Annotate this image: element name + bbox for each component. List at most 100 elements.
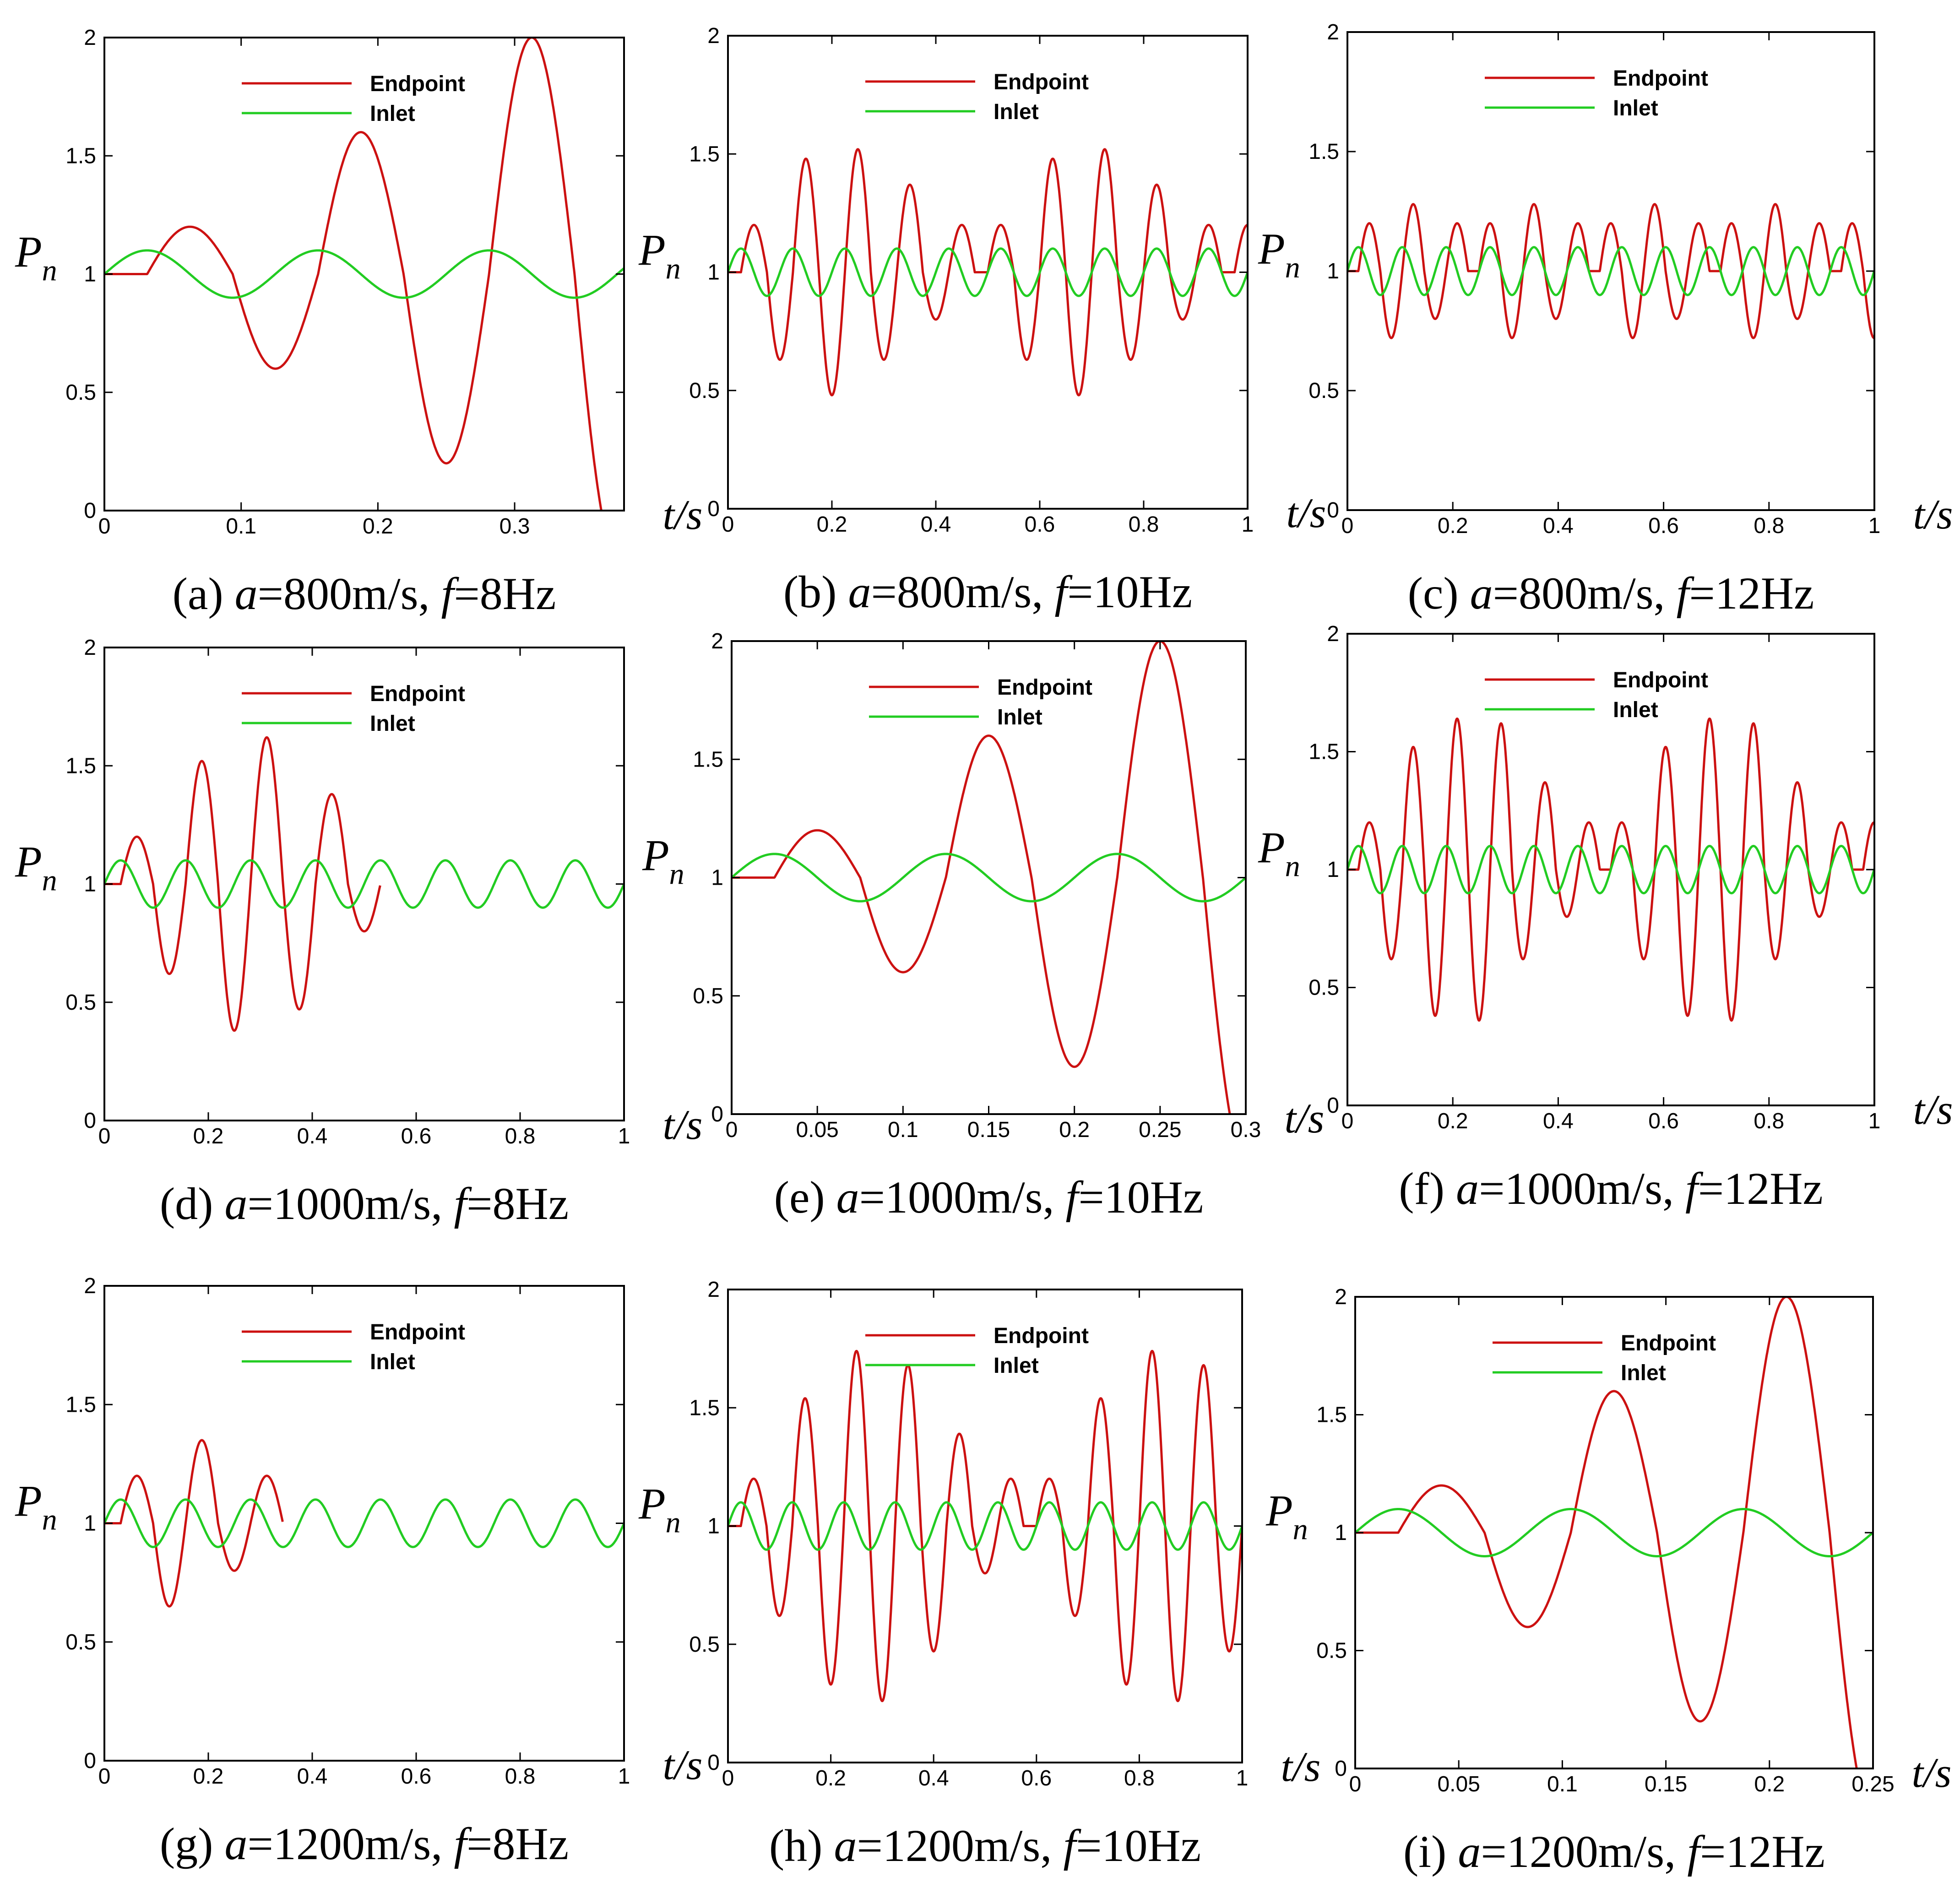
legend-label-endpoint: Endpoint: [994, 1324, 1089, 1348]
x-axis-label: t/s: [1285, 1095, 1325, 1142]
x-tick-label: 0.2: [193, 1764, 224, 1789]
y-tick-label: 1: [707, 261, 720, 285]
chart-d: 0 0.2 0.4 0.6 0.8 1 0 0.5 1 1.5 2 Pn t/s Endpoint Inle…: [15, 636, 702, 1229]
legend-label-endpoint: Endpoint: [1621, 1331, 1716, 1355]
y-tick-label: 1: [707, 1514, 720, 1539]
series-line-endpoint: [732, 641, 1231, 1114]
x-tick-label: 0.4: [1543, 514, 1574, 538]
y-tick-label: 0: [707, 497, 720, 521]
x-tick-label: 0.15: [967, 1118, 1010, 1142]
y-tick-label: 0.5: [1308, 379, 1339, 403]
y-tick-label: 0: [84, 1109, 96, 1133]
x-axis-label: t/s: [1287, 490, 1326, 536]
x-tick-label: 0.2: [1438, 1109, 1468, 1133]
x-tick-label: 0.6: [1025, 512, 1055, 537]
x-tick-label: 0.8: [1754, 1109, 1784, 1133]
x-axis-label: t/s: [1281, 1743, 1321, 1790]
y-tick-label: 0.5: [65, 990, 96, 1015]
x-tick-label: 0.8: [1754, 514, 1784, 538]
y-tick-label: 2: [84, 26, 96, 50]
y-tick-label: 1: [1327, 858, 1339, 882]
y-tick-label: 1.5: [1308, 140, 1339, 164]
x-tick-label: 0.4: [918, 1766, 949, 1790]
chart-e: 0 0.05 0.1 0.15 0.2 0.25 0.3 0 0.5 1 1.5 2 Pn t/s Endp…: [642, 629, 1324, 1223]
y-tick-label: 2: [1335, 1285, 1347, 1309]
y-tick-label: 1.5: [65, 1393, 96, 1417]
y-tick-label: 1.5: [689, 142, 720, 166]
y-tick-label: 2: [711, 629, 723, 653]
legend-label-inlet: Inlet: [370, 102, 415, 126]
chart-caption: (g) a=1200m/s, f=8Hz: [160, 1818, 569, 1869]
y-tick-label: 0.5: [1308, 976, 1339, 1000]
series-line-endpoint: [1355, 1297, 1858, 1768]
y-tick-label: 0.5: [689, 379, 720, 403]
y-tick-label: 1: [84, 872, 96, 897]
x-tick-label: 0.05: [1437, 1772, 1480, 1796]
x-tick-label: 1: [1242, 512, 1254, 537]
legend-label-endpoint: Endpoint: [1613, 66, 1708, 91]
x-tick-label: 0.6: [1648, 1109, 1679, 1133]
x-tick-label: 0.2: [817, 512, 847, 537]
x-tick-label: 0.2: [363, 514, 393, 539]
x-tick-label: 0.8: [505, 1764, 536, 1789]
y-axis-label: Pn: [1265, 1486, 1308, 1546]
x-tick-label: 0.25: [1851, 1772, 1894, 1796]
x-tick-label: 0.8: [1129, 512, 1159, 537]
y-axis-label: Pn: [642, 831, 684, 891]
legend-label-inlet: Inlet: [1621, 1361, 1666, 1385]
y-tick-label: 0.5: [1316, 1639, 1347, 1663]
series-line-inlet: [732, 853, 1246, 903]
x-axis-label: t/s: [1913, 491, 1953, 538]
y-axis-label: Pn: [15, 1477, 57, 1537]
y-tick-label: 1.5: [693, 747, 723, 772]
x-tick-label: 0.4: [297, 1764, 328, 1789]
series-line-endpoint: [104, 736, 381, 1032]
x-tick-label: 0.6: [401, 1764, 432, 1789]
x-tick-label: 0.8: [1124, 1766, 1155, 1790]
x-tick-label: 1: [1868, 514, 1881, 538]
y-axis-label: Pn: [1258, 823, 1300, 883]
y-tick-label: 2: [707, 24, 720, 48]
x-axis-label: t/s: [1912, 1749, 1952, 1796]
x-tick-label: 1: [1868, 1109, 1881, 1133]
x-tick-label: 0.6: [1648, 514, 1679, 538]
chart-caption: (i) a=1200m/s, f=12Hz: [1403, 1826, 1825, 1877]
y-tick-label: 0.5: [65, 1630, 96, 1654]
x-tick-label: 0.3: [500, 514, 530, 539]
chart-caption: (d) a=1000m/s, f=8Hz: [160, 1178, 569, 1229]
x-tick-label: 1: [618, 1124, 630, 1148]
series-line-inlet: [1347, 845, 1874, 894]
x-axis-label: t/s: [1913, 1086, 1953, 1133]
x-tick-label: 0.15: [1645, 1772, 1687, 1796]
series-line-endpoint: [104, 1439, 284, 1608]
x-tick-label: 0.2: [815, 1766, 846, 1790]
x-tick-label: 0.1: [226, 514, 256, 539]
legend-label-endpoint: Endpoint: [994, 70, 1089, 94]
y-tick-label: 2: [1327, 622, 1339, 646]
x-tick-label: 0.3: [1231, 1118, 1261, 1142]
x-tick-label: 0.1: [1547, 1772, 1578, 1796]
x-tick-label: 0.4: [921, 512, 951, 537]
x-tick-label: 0: [722, 512, 734, 537]
chart-f: 0 0.2 0.4 0.6 0.8 1 0 0.5 1 1.5 2 Pn t/s Endpoint Inle…: [1258, 622, 1953, 1214]
x-tick-label: 0.1: [888, 1118, 918, 1142]
x-tick-label: 0.8: [505, 1124, 536, 1148]
series-line-inlet: [104, 1498, 624, 1548]
chart-caption: (f) a=1000m/s, f=12Hz: [1399, 1163, 1823, 1214]
legend-label-endpoint: Endpoint: [370, 1320, 465, 1344]
y-axis-label: Pn: [15, 228, 57, 288]
series-line-inlet: [1355, 1508, 1873, 1557]
y-tick-label: 2: [84, 636, 96, 660]
series-line-endpoint: [728, 1349, 1242, 1703]
chart-b: 0 0.2 0.4 0.6 0.8 1 0 0.5 1 1.5 2 Pn t/s Endpoint Inle…: [638, 24, 1326, 617]
x-tick-label: 0.05: [796, 1118, 838, 1142]
chart-caption: (b) a=800m/s, f=10Hz: [783, 566, 1192, 617]
y-tick-label: 0: [1327, 498, 1339, 522]
legend-label-endpoint: Endpoint: [370, 682, 465, 706]
x-tick-label: 0: [722, 1766, 734, 1790]
y-tick-label: 1.5: [65, 144, 96, 168]
x-tick-label: 0: [1349, 1772, 1362, 1796]
legend-label-inlet: Inlet: [370, 1350, 415, 1374]
legend-label-inlet: Inlet: [1613, 698, 1658, 722]
